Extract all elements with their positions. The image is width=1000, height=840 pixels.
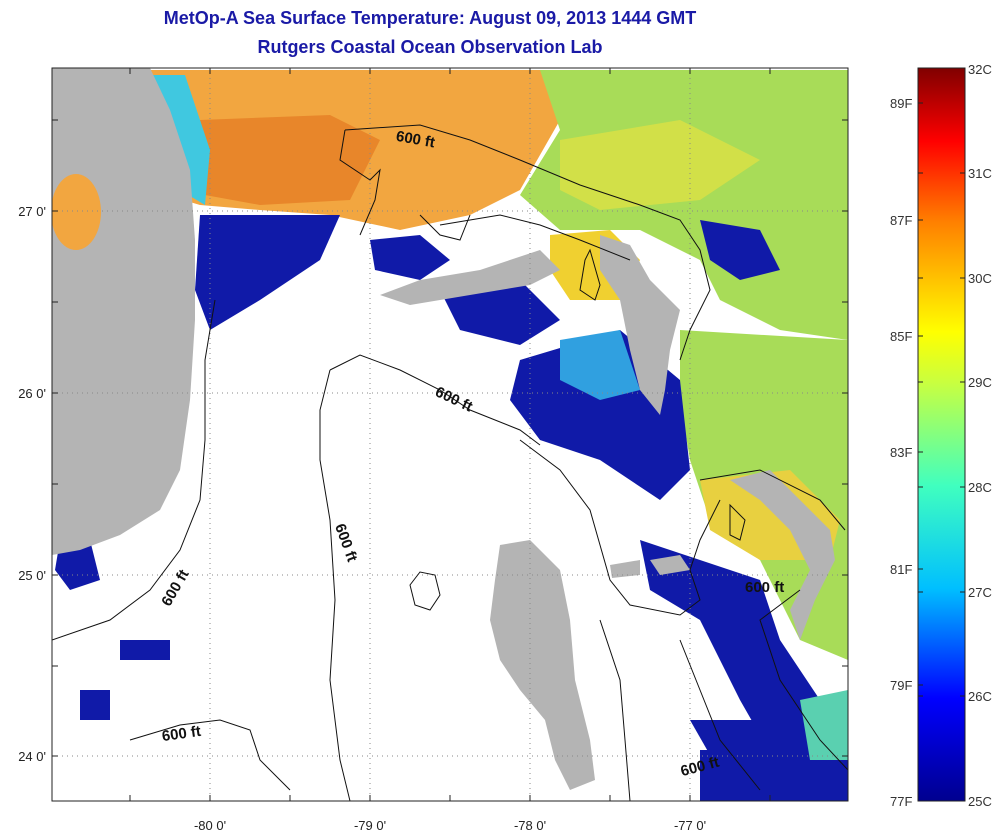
colorbar: 32C 31C 30C 29C 28C 27C 26C 25C 89F 87F … [890, 62, 992, 809]
andros [490, 540, 595, 790]
cb-f-83: 83F [890, 445, 912, 460]
cb-f-81: 81F [890, 562, 912, 577]
grand-bahama [380, 250, 560, 305]
contour-label-5: 600 ft [745, 579, 784, 596]
lat-label-1: 26 0' [18, 386, 46, 401]
cb-f-77: 77F [890, 794, 912, 809]
lon-label-2: -78 0' [514, 818, 546, 833]
lat-label-0: 27 0' [18, 204, 46, 219]
axis-ticks [52, 68, 848, 801]
cb-c-28: 28C [968, 480, 992, 495]
cb-c-32: 32C [968, 62, 992, 77]
lon-label-0: -80 0' [194, 818, 226, 833]
cb-c-25: 25C [968, 794, 992, 809]
cb-f-79: 79F [890, 678, 912, 693]
axis-labels: -80 0' -79 0' -78 0' -77 0' 27 0' 26 0' … [18, 204, 706, 833]
contour-label-1: 600 ft [395, 128, 437, 152]
cb-c-31: 31C [968, 166, 992, 181]
lat-label-3: 24 0' [18, 749, 46, 764]
contour-label-6: 600 ft [161, 723, 202, 745]
lon-label-1: -79 0' [354, 818, 386, 833]
graticule [52, 68, 848, 801]
cb-f-85: 85F [890, 329, 912, 344]
colorbar-gradient [917, 67, 966, 802]
great-abaco [600, 235, 680, 415]
lake-okeechobee [52, 174, 101, 250]
cb-c-26: 26C [968, 689, 992, 704]
cb-c-30: 30C [968, 271, 992, 286]
cb-f-87: 87F [890, 213, 912, 228]
florida-land [52, 68, 195, 555]
map-subtitle: Rutgers Coastal Ocean Observation Lab [257, 37, 603, 57]
bathymetry-contours [52, 124, 848, 801]
lon-label-3: -77 0' [674, 818, 706, 833]
lat-label-2: 25 0' [18, 568, 46, 583]
cb-c-27: 27C [968, 585, 992, 600]
land-layer [52, 68, 835, 790]
cb-c-29: 29C [968, 375, 992, 390]
cb-f-89: 89F [890, 96, 912, 111]
map-title: MetOp-A Sea Surface Temperature: August … [163, 8, 697, 28]
eleuthera [730, 470, 835, 640]
